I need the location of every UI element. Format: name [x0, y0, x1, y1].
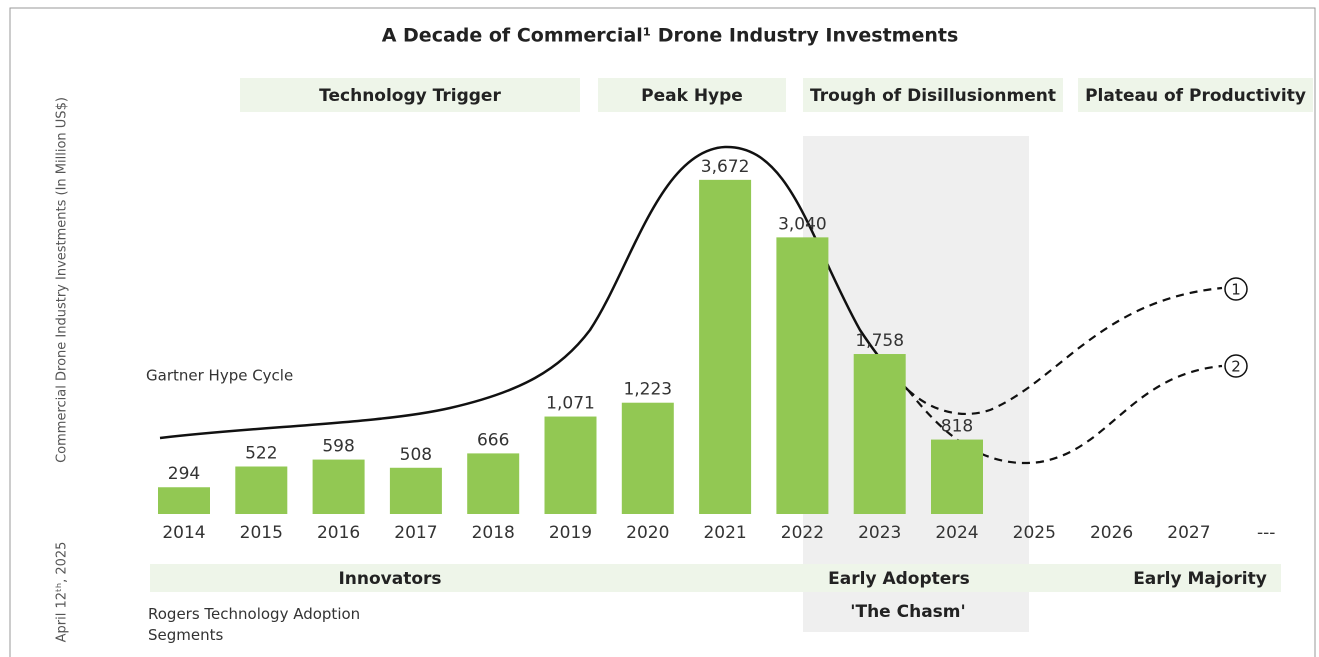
frame [9, 7, 1316, 657]
value-label: 1,223 [623, 380, 672, 400]
chasm-zone [803, 136, 1029, 632]
hype-curve [159, 145, 909, 440]
value-label: 666 [477, 430, 509, 450]
x-tick-label: 2015 [240, 523, 283, 543]
bar [467, 453, 520, 514]
x-tick-label: 2023 [858, 523, 901, 543]
x-tick-label: 2014 [162, 523, 205, 543]
phase-label: Technology Trigger [319, 86, 501, 106]
bar [853, 354, 906, 514]
scenario-2-curve [907, 364, 1223, 465]
scenario-marker [1224, 354, 1248, 378]
scenario-marker [1224, 277, 1248, 301]
value-label: 522 [245, 443, 277, 463]
value-label: 1,758 [855, 331, 904, 351]
bar [621, 402, 674, 514]
value-label: 3,672 [701, 157, 750, 177]
chasm-label: 'The Chasm' [850, 602, 965, 622]
phase-label: Peak Hype [641, 86, 743, 106]
adoption-segment: Early Adopters [828, 569, 970, 589]
phase-box [240, 78, 580, 112]
y-axis-label: Commercial Drone Industry Investments (I… [55, 97, 70, 463]
adoption-band [150, 564, 1281, 592]
x-tick-label: 2019 [549, 523, 592, 543]
x-tick-label: 2022 [781, 523, 824, 543]
bar [776, 237, 829, 515]
adoption-segment: Early Majority [1133, 569, 1267, 589]
bar [235, 466, 288, 514]
scenario-label: 1 [1231, 281, 1241, 299]
value-label: 3,040 [778, 214, 827, 234]
chart-title: A Decade of Commercial¹ Drone Industry I… [382, 25, 959, 47]
x-tick-label: 2017 [394, 523, 437, 543]
x-tick-label: 2018 [472, 523, 515, 543]
bar [544, 416, 597, 514]
x-tick-label: 2026 [1090, 523, 1133, 543]
value-label: 818 [941, 417, 973, 437]
adoption-segment: Innovators [338, 569, 441, 589]
phase-box [598, 78, 786, 112]
x-tick-label: 2020 [626, 523, 669, 543]
x-tick-label: 2021 [703, 523, 746, 543]
date: April 12ᵗʰ, 2025 [55, 542, 70, 643]
adoption-label: Rogers Technology Adoption Segments [148, 605, 361, 644]
bar [158, 487, 210, 514]
value-label: 294 [168, 464, 200, 484]
bar [389, 467, 442, 514]
value-label: 1,071 [546, 394, 595, 414]
x-tick-label: 2024 [935, 523, 978, 543]
phase-label: Plateau of Productivity [1085, 86, 1306, 106]
hype-cycle-label: Gartner Hype Cycle [146, 367, 293, 385]
scenario-label: 2 [1231, 358, 1241, 376]
x-tick-label: 2016 [317, 523, 360, 543]
x-tick-label: 2027 [1167, 523, 1210, 543]
bar [312, 459, 365, 514]
value-label: 508 [400, 445, 432, 465]
value-label: 598 [322, 437, 354, 457]
bar [931, 439, 983, 514]
x-tick-label: 2025 [1013, 523, 1056, 543]
phase-label: Trough of Disillusionment [810, 86, 1056, 106]
phase-box [1078, 78, 1313, 112]
adoption-label-box: Rogers Technology Adoption Segments [148, 605, 361, 644]
phase-box [803, 78, 1063, 112]
bar [699, 179, 752, 514]
x-tick-label: --- [1257, 523, 1275, 543]
